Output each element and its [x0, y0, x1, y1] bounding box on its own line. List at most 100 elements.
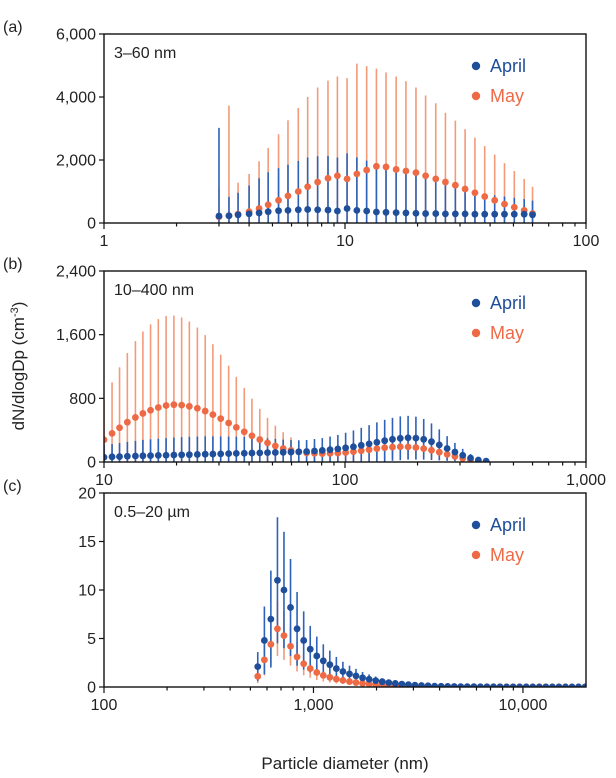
- panel-b-april-point: [232, 450, 240, 457]
- panel-b-legend-may-marker: [471, 328, 481, 338]
- panel-c-may-point: [346, 678, 353, 685]
- panel-a-april-point: [471, 210, 479, 218]
- panel-c-y-tick-label: 5: [87, 631, 96, 648]
- panel-a-april-point: [284, 207, 292, 214]
- panel-a-april-point: [234, 211, 242, 219]
- panel-b-size-range-label: 10–400 nm: [114, 282, 194, 299]
- panel-a-may-point: [373, 162, 380, 170]
- panel-b-may-point: [373, 445, 381, 453]
- panel-a-may-point: [294, 188, 302, 195]
- panel-a-may-point: [451, 181, 459, 189]
- panel-b-x-tick-label: 10: [95, 472, 113, 489]
- panel-a-may-point: [264, 201, 272, 209]
- panel-b-april-point: [193, 451, 201, 458]
- panel-a-april-point: [529, 211, 536, 219]
- panel-b-x-tick-label: 100: [332, 472, 359, 489]
- panel-c-may-point: [313, 669, 321, 676]
- panel-a-april-point: [402, 209, 410, 217]
- panel-b-may-point: [365, 446, 373, 454]
- panel-a-letter: (a): [3, 19, 23, 36]
- panel-c-april-point: [568, 683, 576, 687]
- x-axis-title: Particle diameter (nm): [261, 754, 428, 773]
- panel-a-april-point: [255, 209, 263, 217]
- panel-b-may-point: [217, 415, 225, 423]
- panel-c-april-point: [411, 681, 419, 687]
- panel-a-april-point: [373, 208, 380, 216]
- panel-b-april-point: [248, 449, 256, 457]
- panel-c-april-point: [483, 683, 491, 687]
- panel-a-april-point: [501, 210, 508, 218]
- panel-a-may-point: [324, 174, 332, 182]
- panel-b-april-point: [162, 451, 170, 459]
- panel-b-april-point: [311, 447, 318, 455]
- panel-a-april-point: [215, 212, 223, 220]
- panel-c-legend-april-label: April: [490, 515, 526, 535]
- panel-a-may-point: [284, 192, 292, 200]
- panel-b-april-point: [443, 445, 451, 452]
- panel-c-april-point: [274, 576, 281, 584]
- panel-c-april-point: [365, 675, 373, 683]
- panel-c-april-point: [313, 652, 321, 660]
- panel-b-april-point: [279, 448, 287, 456]
- panel-c-may-point: [293, 653, 301, 661]
- panel-b-april-point: [139, 452, 147, 460]
- panel-a-may-point: [412, 169, 420, 177]
- panel-a-may-point: [402, 167, 410, 175]
- panel-a-y-tick-label: 0: [87, 216, 96, 233]
- panel-c-april-point: [424, 682, 432, 687]
- panel-b-april-point: [381, 437, 389, 445]
- panel-c-april-point: [575, 683, 582, 687]
- panel-b-april-point: [185, 451, 193, 459]
- panel-b-y-tick-label: 800: [69, 391, 96, 408]
- panel-b-legend-may-label: May: [490, 323, 524, 343]
- panel-b-april-point: [357, 441, 365, 449]
- panel-c-april-point: [437, 682, 445, 687]
- panel-b-april-point: [350, 443, 357, 451]
- panel-b-y-tick-label: 1,600: [56, 327, 96, 344]
- panel-a-april-point: [422, 210, 430, 217]
- panel-c-april-point: [260, 637, 268, 644]
- panel-c-april-point: [254, 663, 262, 671]
- y-axis-title-close: ): [9, 302, 28, 308]
- panel-a-may-point: [353, 170, 361, 178]
- panel-c-april-point: [267, 615, 275, 623]
- panel-c-size-range-label: 0.5–20 µm: [114, 504, 190, 521]
- panel-b-april-point: [217, 450, 225, 458]
- panel-b-may-point: [412, 444, 420, 451]
- panel-b-april-point: [435, 441, 443, 449]
- panel-b-april-point: [209, 450, 217, 458]
- panel-c-may-point: [260, 656, 268, 664]
- panel-b-april-point: [132, 452, 139, 460]
- panel-a-may-point: [304, 183, 312, 191]
- panel-c-april-point: [306, 645, 314, 653]
- panel-a-may-point: [461, 185, 469, 193]
- panel-b-y-tick-label: 0: [87, 455, 96, 472]
- panel-c-april-point: [490, 683, 497, 687]
- panel-b: 0 800 1,600 2,400 10 100 1,000 (b) 10–400 nm Apri…: [3, 256, 606, 489]
- panel-b-may-point: [108, 429, 116, 437]
- panel-a-legend-may-label: May: [490, 86, 524, 106]
- panel-a-april-point: [461, 210, 469, 218]
- panel-b-april-point: [451, 448, 459, 456]
- panel-c-april-point: [535, 683, 543, 687]
- panel-b-april-point: [303, 448, 311, 455]
- panel-c-april-point: [300, 637, 308, 644]
- panel-a-y-tick-label: 4,000: [56, 90, 96, 107]
- panel-b-april-point: [287, 448, 295, 456]
- panel-a-april-point: [343, 205, 351, 212]
- panel-a-april-point: [294, 206, 302, 214]
- panel-b-may-point: [240, 428, 248, 436]
- panel-c-april-point: [529, 683, 537, 687]
- panel-a-april-point: [275, 207, 282, 215]
- panel-c-april-point: [542, 683, 550, 687]
- panel-c-x-tick-label: 100: [91, 697, 118, 714]
- panel-b-may-point: [264, 439, 271, 447]
- panel-b-april-point: [240, 449, 248, 457]
- panel-c-x-tick-label: 1,000: [293, 697, 333, 714]
- panel-a-april-point: [225, 212, 233, 220]
- panel-b-april-point: [170, 451, 178, 459]
- panel-c-april-point: [418, 682, 425, 687]
- panel-b-april-point: [365, 440, 373, 448]
- panel-b-may-point: [116, 424, 123, 432]
- panel-a-april-point: [510, 210, 518, 218]
